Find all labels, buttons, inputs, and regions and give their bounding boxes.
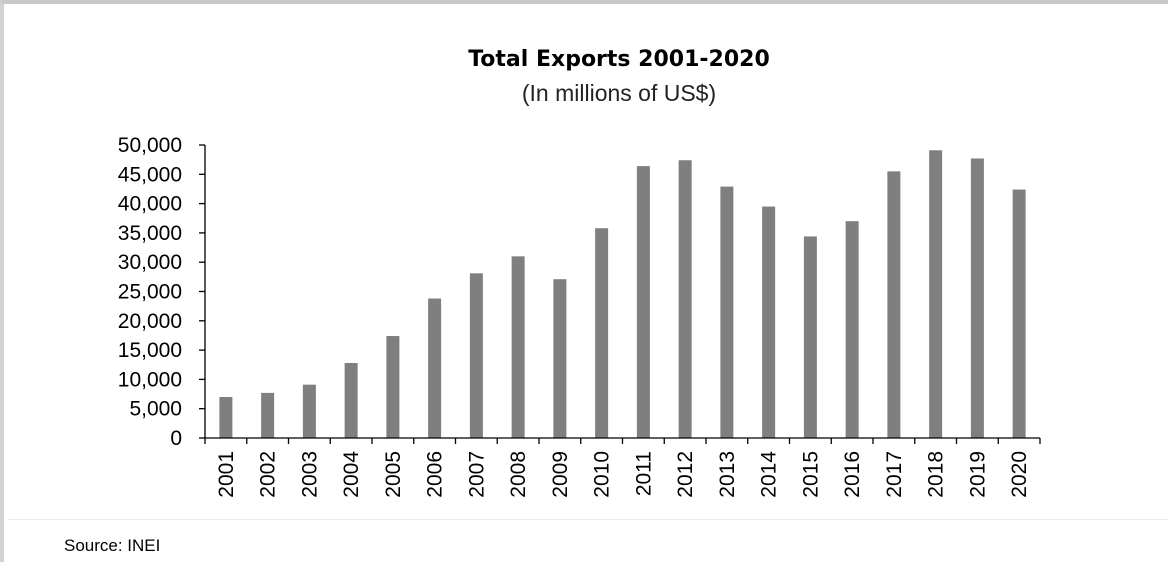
y-tick-label: 15,000 (118, 339, 182, 362)
bar-2020 (1012, 189, 1026, 438)
x-tick-label: 2017 (883, 451, 906, 498)
bar-2014 (762, 206, 776, 438)
x-tick-label: 2001 (215, 451, 238, 498)
chart-title: Total Exports 2001-2020 (468, 47, 770, 72)
x-tick-label: 2008 (507, 451, 530, 498)
x-tick-label: 2005 (382, 451, 405, 498)
x-tick-label: 2015 (799, 451, 822, 498)
bar-2013 (720, 186, 734, 438)
y-tick-label: 50,000 (118, 134, 182, 157)
x-tick-label: 2020 (1008, 451, 1031, 498)
axes-group (204, 145, 1040, 439)
x-tick-label: 2012 (674, 451, 697, 498)
x-tick-label: 2013 (716, 451, 739, 498)
bar-2001 (219, 396, 233, 438)
y-tick-label: 40,000 (118, 193, 182, 216)
bar-2007 (469, 273, 483, 438)
bar-2009 (553, 279, 567, 438)
y-tick-label: 10,000 (118, 368, 182, 391)
x-tick-label: 2011 (632, 451, 655, 496)
bar-2002 (261, 392, 275, 438)
bar-2006 (428, 298, 442, 438)
bar-2017 (887, 171, 901, 438)
y-tick-label: 30,000 (118, 251, 182, 274)
x-tick-label: 2009 (549, 451, 572, 498)
x-tick-label: 2006 (424, 451, 447, 498)
y-tick-label: 35,000 (118, 222, 182, 245)
bar-2008 (511, 256, 525, 438)
bar-2010 (595, 228, 609, 438)
x-tick-label: 2014 (758, 451, 781, 498)
source-note: Source: INEI (64, 536, 161, 555)
bars-group (219, 150, 1026, 439)
y-tick-label: 0 (170, 427, 182, 450)
bar-2018 (929, 150, 943, 438)
x-axis-ticks: 2001 2002 2003 2004 2005 2006 2007 2008 2009 2010… (204, 438, 1041, 498)
x-tick-label: 2007 (465, 451, 488, 498)
x-tick-label: 2016 (841, 451, 864, 498)
y-tick-label: 20,000 (118, 310, 182, 333)
chart-area-border (8, 8, 1168, 520)
x-tick-label: 2002 (257, 451, 280, 498)
y-tick-label: 25,000 (118, 281, 182, 304)
x-tick-label: 2003 (298, 451, 321, 498)
bar-2019 (970, 158, 984, 439)
bar-2004 (344, 362, 358, 438)
bar-2012 (678, 160, 692, 439)
bar-2011 (636, 166, 650, 438)
x-tick-label: 2018 (925, 451, 948, 498)
x-tick-label: 2010 (591, 451, 614, 498)
bar-2016 (845, 221, 859, 438)
y-axis-ticks: 0 5,000 10,000 15,000 20,000 25,000 30,000 35,0… (118, 134, 205, 450)
x-tick-label: 2004 (340, 451, 363, 498)
chart-subtitle: (In millions of US$) (522, 80, 716, 106)
bar-2005 (386, 336, 400, 438)
x-tick-label: 2019 (966, 451, 989, 498)
y-tick-label: 45,000 (118, 163, 182, 186)
y-tick-label: 5,000 (129, 398, 182, 421)
bar-2015 (803, 236, 817, 438)
bar-2003 (302, 384, 316, 438)
